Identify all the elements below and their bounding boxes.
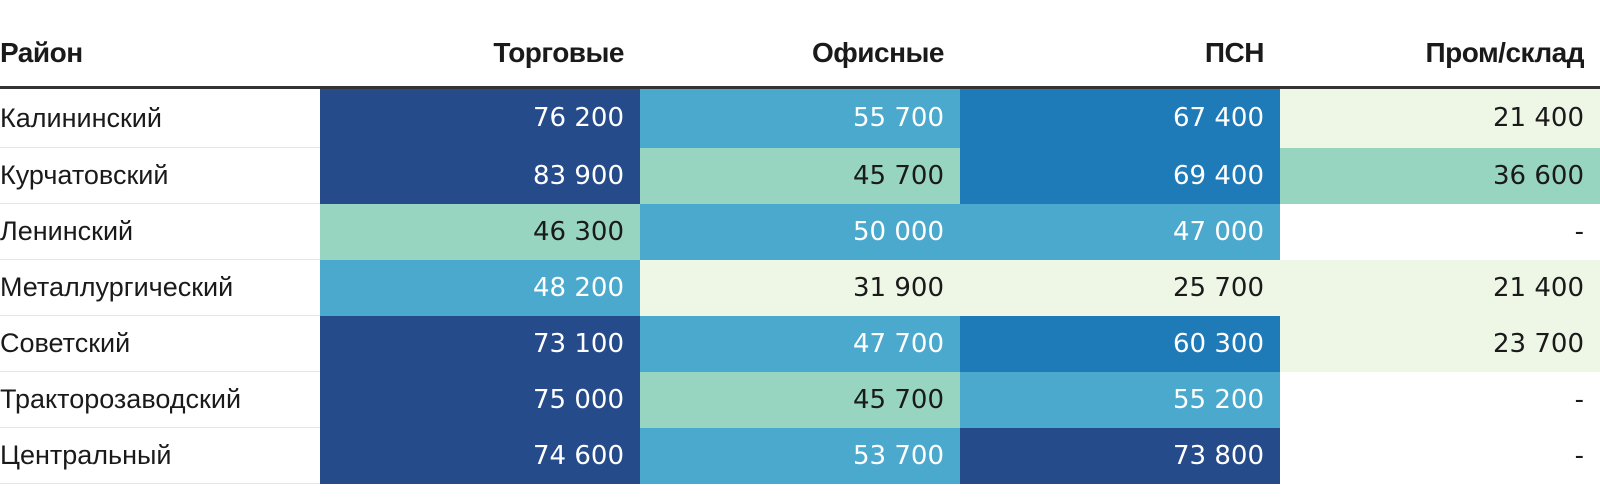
value-cell: 60 300 bbox=[960, 315, 1280, 372]
value-cell: - bbox=[1280, 371, 1600, 428]
row-label: Советский bbox=[0, 315, 320, 372]
table-row: Курчатовский 83 900 45 700 69 400 36 600 bbox=[0, 147, 1600, 204]
value-cell: 53 700 bbox=[640, 427, 960, 484]
column-header-office: Офисные bbox=[640, 20, 960, 89]
value-cell: 73 800 bbox=[960, 427, 1280, 484]
table-row: Центральный 74 600 53 700 73 800 - bbox=[0, 427, 1600, 484]
row-label: Тракторозаводский bbox=[0, 371, 320, 428]
column-header-psn: ПСН bbox=[960, 20, 1280, 89]
row-label: Металлургический bbox=[0, 259, 320, 316]
value-cell: 25 700 bbox=[960, 259, 1280, 316]
value-cell: 48 200 bbox=[320, 259, 640, 316]
value-cell: 75 000 bbox=[320, 371, 640, 428]
value-cell: 45 700 bbox=[640, 371, 960, 428]
value-cell: 83 900 bbox=[320, 147, 640, 204]
table-body: Калининский 76 200 55 700 67 400 21 400 … bbox=[0, 87, 1600, 484]
value-cell: 45 700 bbox=[640, 147, 960, 204]
header-row: Район Торговые Офисные ПСН Пром/склад bbox=[0, 20, 1600, 89]
value-cell: 47 000 bbox=[960, 203, 1280, 260]
value-cell: 55 700 bbox=[640, 87, 960, 148]
value-cell: - bbox=[1280, 427, 1600, 484]
table-row: Тракторозаводский 75 000 45 700 55 200 - bbox=[0, 371, 1600, 428]
value-cell: - bbox=[1280, 203, 1600, 260]
table-row: Калининский 76 200 55 700 67 400 21 400 bbox=[0, 87, 1600, 148]
value-cell: 69 400 bbox=[960, 147, 1280, 204]
table-row: Ленинский 46 300 50 000 47 000 - bbox=[0, 203, 1600, 260]
value-cell: 46 300 bbox=[320, 203, 640, 260]
value-cell: 55 200 bbox=[960, 371, 1280, 428]
value-cell: 23 700 bbox=[1280, 315, 1600, 372]
value-cell: 50 000 bbox=[640, 203, 960, 260]
value-cell: 76 200 bbox=[320, 87, 640, 148]
table-row: Советский 73 100 47 700 60 300 23 700 bbox=[0, 315, 1600, 372]
value-cell: 36 600 bbox=[1280, 147, 1600, 204]
row-label: Ленинский bbox=[0, 203, 320, 260]
row-label: Калининский bbox=[0, 87, 320, 148]
value-cell: 67 400 bbox=[960, 87, 1280, 148]
value-cell: 73 100 bbox=[320, 315, 640, 372]
column-header-industrial: Пром/склад bbox=[1280, 20, 1600, 89]
value-cell: 21 400 bbox=[1280, 259, 1600, 316]
price-table: Район Торговые Офисные ПСН Пром/склад Ка… bbox=[0, 20, 1600, 484]
value-cell: 21 400 bbox=[1280, 87, 1600, 148]
value-cell: 47 700 bbox=[640, 315, 960, 372]
table-row: Металлургический 48 200 31 900 25 700 21… bbox=[0, 259, 1600, 316]
row-label: Центральный bbox=[0, 427, 320, 484]
value-cell: 31 900 bbox=[640, 259, 960, 316]
column-header-district: Район bbox=[0, 20, 320, 89]
row-label: Курчатовский bbox=[0, 147, 320, 204]
column-header-retail: Торговые bbox=[320, 20, 640, 89]
value-cell: 74 600 bbox=[320, 427, 640, 484]
